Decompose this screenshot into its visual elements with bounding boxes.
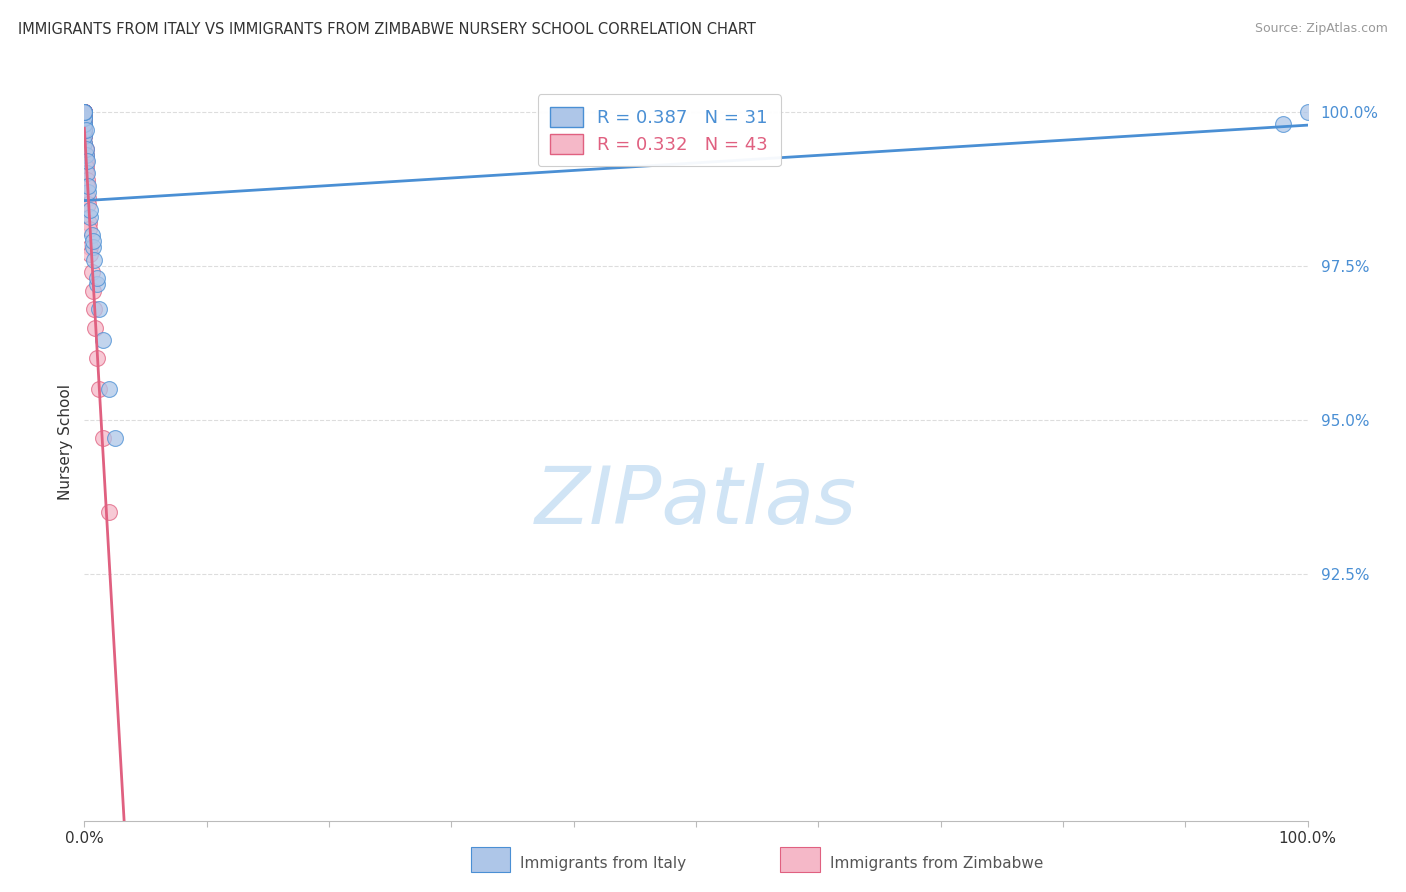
Point <box>73 104 96 119</box>
Point <box>73 129 96 144</box>
Point <box>73 104 96 119</box>
Point <box>75 154 97 169</box>
Point <box>91 432 114 446</box>
Point <box>75 148 97 162</box>
Point <box>79 246 101 260</box>
Point <box>87 382 110 396</box>
Point <box>77 222 100 236</box>
Text: Immigrants from Italy: Immigrants from Italy <box>520 856 686 871</box>
Point <box>73 104 96 119</box>
Point <box>79 240 101 254</box>
Point <box>82 234 104 248</box>
Point <box>77 191 100 205</box>
Point <box>77 185 100 199</box>
Point <box>73 104 96 119</box>
Point <box>82 284 104 298</box>
Point <box>73 117 96 131</box>
Point <box>86 271 108 285</box>
Point <box>73 123 96 137</box>
Point <box>75 166 97 180</box>
Point <box>73 123 96 137</box>
Point <box>79 203 101 218</box>
Point <box>97 382 120 396</box>
Text: Source: ZipAtlas.com: Source: ZipAtlas.com <box>1254 22 1388 36</box>
Point <box>91 333 114 347</box>
Point <box>73 136 96 150</box>
Point <box>76 172 98 186</box>
Text: ZIPatlas: ZIPatlas <box>534 463 858 541</box>
Point <box>75 148 97 162</box>
Point <box>75 123 97 137</box>
Point <box>73 129 96 144</box>
Point <box>79 210 101 224</box>
Point <box>83 252 105 267</box>
Point <box>84 320 107 334</box>
Point <box>97 505 120 519</box>
Point <box>73 117 96 131</box>
Point <box>87 301 110 316</box>
Text: IMMIGRANTS FROM ITALY VS IMMIGRANTS FROM ZIMBABWE NURSERY SCHOOL CORRELATION CHA: IMMIGRANTS FROM ITALY VS IMMIGRANTS FROM… <box>18 22 756 37</box>
Point <box>76 166 98 180</box>
Text: Immigrants from Zimbabwe: Immigrants from Zimbabwe <box>830 856 1043 871</box>
Point <box>73 104 96 119</box>
Point <box>73 129 96 144</box>
Point <box>104 432 127 446</box>
Point <box>77 178 100 193</box>
Point <box>73 117 96 131</box>
Point <box>73 104 96 119</box>
Point <box>75 142 97 156</box>
Point <box>77 197 100 211</box>
Point <box>73 111 96 125</box>
Point <box>73 104 96 119</box>
Point <box>73 117 96 131</box>
Point <box>73 111 96 125</box>
Point <box>75 160 97 174</box>
Point <box>80 265 103 279</box>
Point <box>73 111 96 125</box>
Legend: R = 0.387   N = 31, R = 0.332   N = 43: R = 0.387 N = 31, R = 0.332 N = 43 <box>537 95 780 167</box>
Point <box>73 111 96 125</box>
Point <box>73 104 96 119</box>
Point <box>83 301 105 316</box>
Point <box>1296 104 1319 119</box>
Point <box>76 154 98 169</box>
Point <box>77 216 100 230</box>
Point <box>76 178 98 193</box>
Y-axis label: Nursery School: Nursery School <box>58 384 73 500</box>
Point <box>1272 117 1295 131</box>
Point <box>73 123 96 137</box>
Point <box>73 104 96 119</box>
Point <box>73 117 96 131</box>
Point <box>82 240 104 254</box>
Point <box>73 104 96 119</box>
Point <box>75 142 97 156</box>
Point <box>80 227 103 242</box>
Point <box>73 104 96 119</box>
Point <box>86 277 108 292</box>
Point <box>73 123 96 137</box>
Point <box>73 136 96 150</box>
Point <box>86 351 108 366</box>
Point <box>73 104 96 119</box>
Point <box>73 111 96 125</box>
Point <box>73 104 96 119</box>
